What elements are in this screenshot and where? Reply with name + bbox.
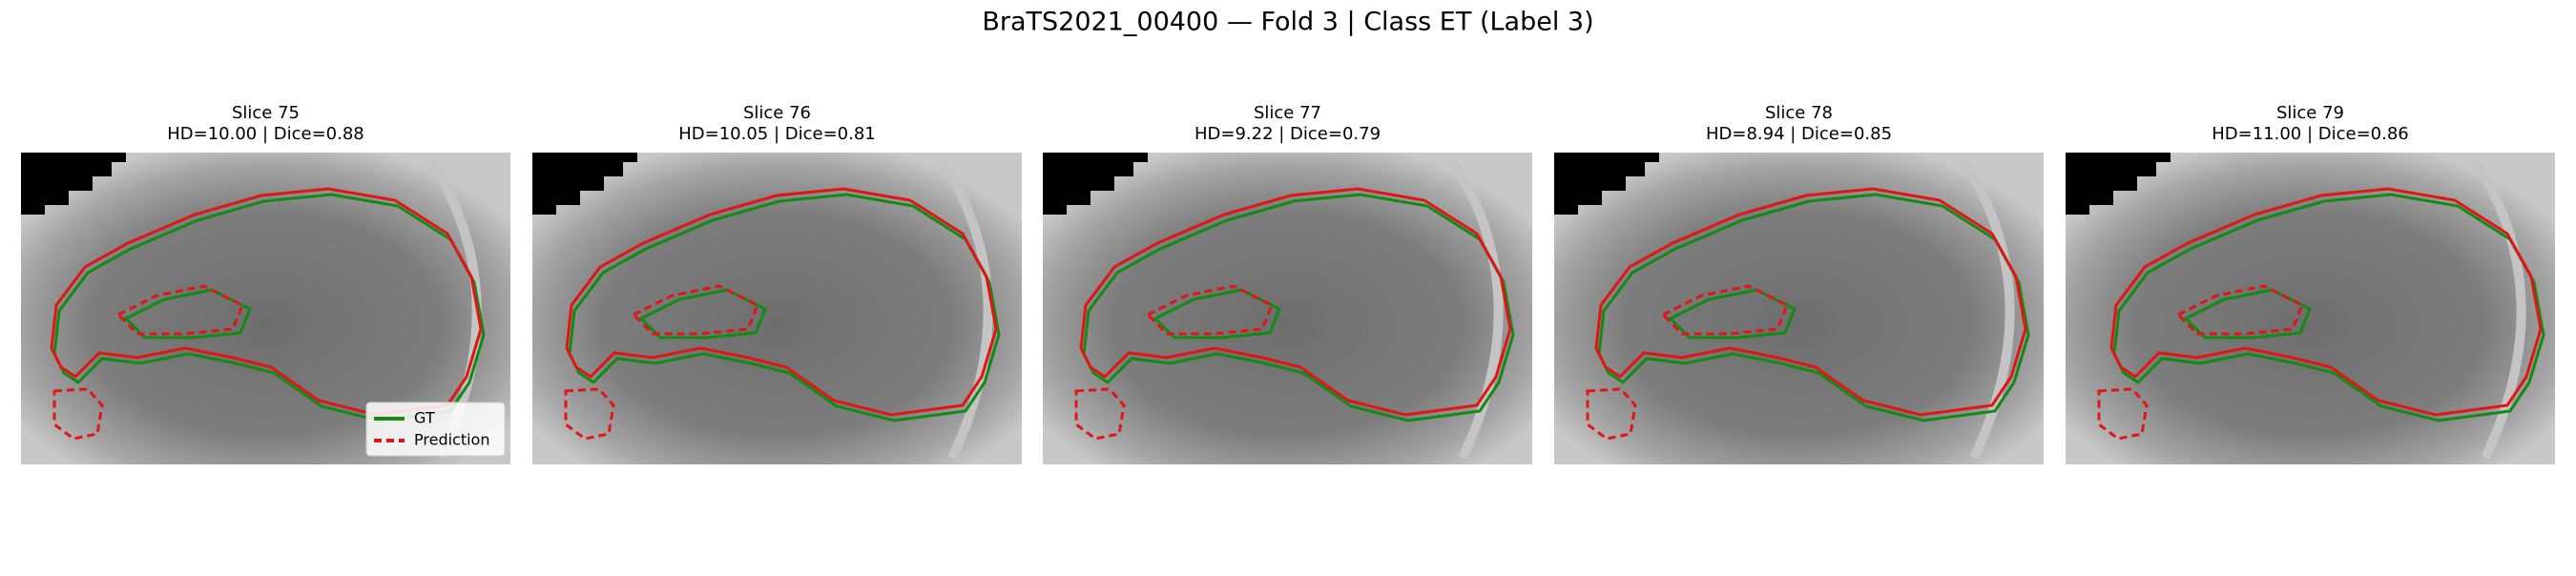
gt-contour xyxy=(1153,288,1281,339)
panel-title: Slice 78 xyxy=(1765,103,1833,123)
panel-title: Slice 76 xyxy=(743,103,811,123)
gt-contour xyxy=(123,288,252,339)
gt-contour xyxy=(2183,288,2312,339)
gt-contour xyxy=(2112,193,2545,422)
background-corner xyxy=(2066,153,2171,215)
figure-title: BraTS2021_00400 — Fold 3 | Class ET (Lab… xyxy=(982,8,1593,37)
skull-ring xyxy=(1448,159,1504,461)
panel-title: Slice 77 xyxy=(1254,103,1321,123)
gt-contour xyxy=(52,193,486,422)
gt-contour xyxy=(1668,288,1797,339)
mri-slice xyxy=(1554,153,2044,464)
gt-contour xyxy=(568,193,1001,422)
prediction-contour xyxy=(115,284,244,336)
panel-subtitle: HD=11.00 | Dice=0.86 xyxy=(2212,124,2409,144)
prediction-contour xyxy=(2109,187,2543,417)
gt-contour xyxy=(1082,193,1515,422)
panel-subtitle: HD=8.94 | Dice=0.85 xyxy=(1706,124,1892,144)
skull-ring xyxy=(1960,159,2015,461)
prediction-contour xyxy=(1079,187,1512,417)
panel-title: Slice 79 xyxy=(2276,103,2344,123)
prediction-contour xyxy=(631,284,759,336)
background-corner xyxy=(21,153,126,215)
background-corner xyxy=(1043,153,1148,215)
prediction-contour xyxy=(1145,284,1274,336)
prediction-contour xyxy=(1660,284,1789,336)
prediction-contour xyxy=(1594,187,2027,417)
prediction-contour xyxy=(565,187,998,417)
skull-ring xyxy=(2471,159,2526,461)
legend-label: GT xyxy=(414,409,435,427)
prediction-contour xyxy=(50,187,483,417)
legend: GT Prediction xyxy=(365,401,506,457)
panel-subtitle: HD=10.05 | Dice=0.81 xyxy=(678,124,876,144)
panel-subtitle: HD=9.22 | Dice=0.79 xyxy=(1195,124,1381,144)
prediction-contour xyxy=(2175,284,2304,336)
skull-ring xyxy=(938,159,993,461)
gt-contour xyxy=(1597,193,2030,422)
legend-label: Prediction xyxy=(414,431,489,449)
mri-slice xyxy=(532,153,1022,464)
mri-slice xyxy=(1043,153,1532,464)
gt-contour xyxy=(638,288,767,339)
panel-subtitle: HD=10.00 | Dice=0.88 xyxy=(167,124,364,144)
panel-title: Slice 75 xyxy=(232,103,300,123)
background-corner xyxy=(1554,153,1659,215)
background-corner xyxy=(532,153,637,215)
